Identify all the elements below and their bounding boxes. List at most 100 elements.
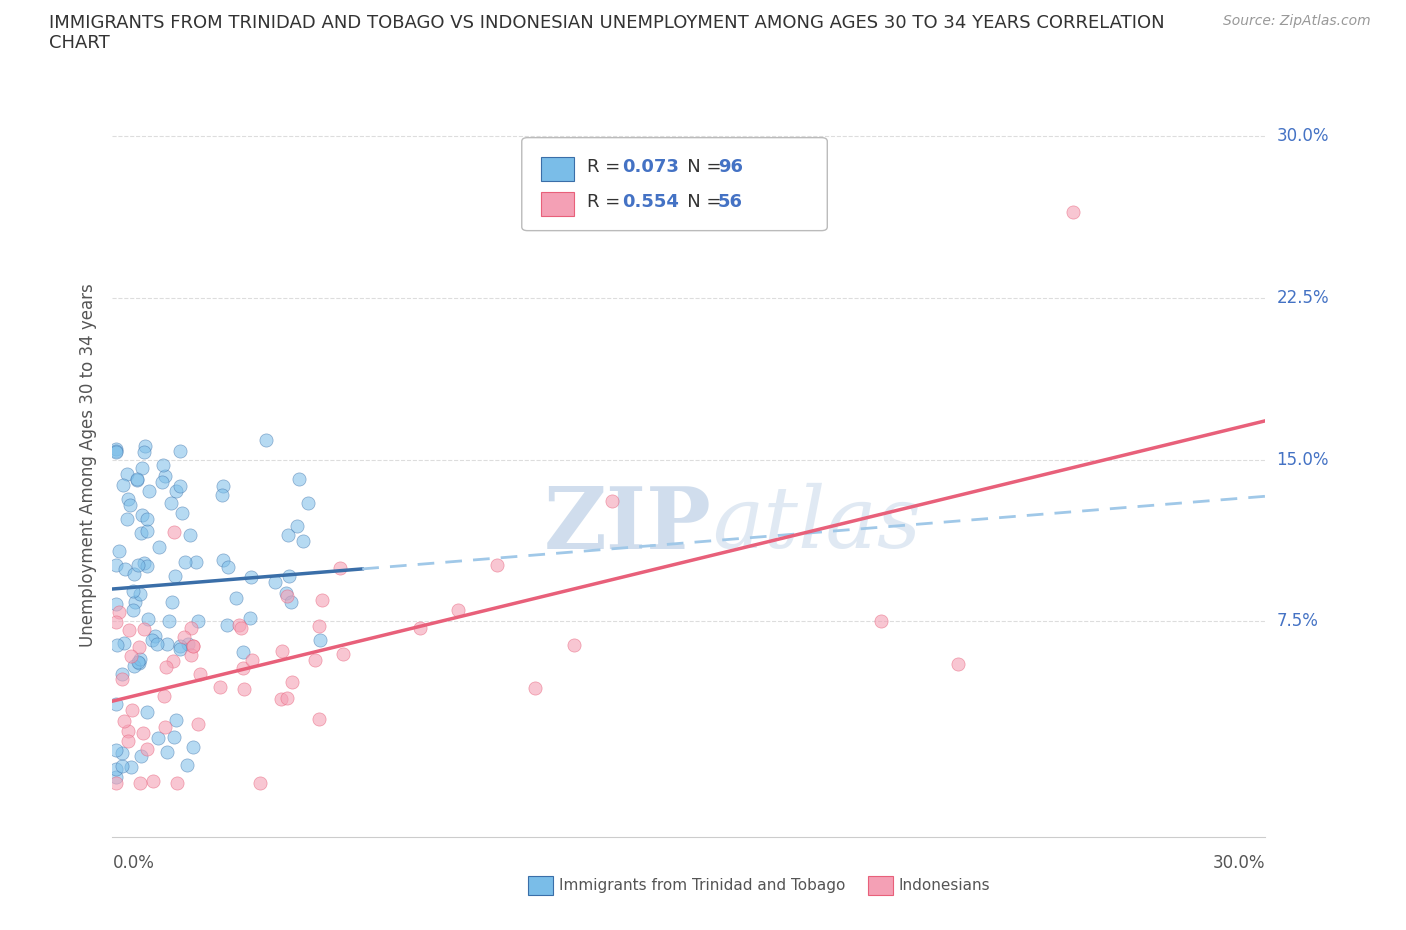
- Point: [105, 743, 128, 758]
- Point: [172, 506, 194, 521]
- Point: [285, 519, 308, 534]
- Point: [134, 439, 156, 454]
- Point: [239, 569, 262, 584]
- Point: [141, 633, 163, 648]
- Point: [145, 637, 167, 652]
- Point: [114, 562, 136, 577]
- Point: [131, 749, 153, 764]
- Point: [122, 658, 145, 673]
- Point: [156, 636, 179, 651]
- Text: R =: R =: [588, 193, 627, 211]
- Point: [163, 525, 186, 539]
- Point: [136, 612, 159, 627]
- Text: 96: 96: [718, 158, 742, 177]
- Point: [173, 630, 195, 644]
- FancyBboxPatch shape: [868, 876, 893, 895]
- Point: [128, 656, 150, 671]
- Point: [166, 776, 188, 790]
- Point: [111, 759, 134, 774]
- Point: [135, 704, 157, 719]
- Point: [217, 618, 239, 632]
- Point: [153, 468, 176, 483]
- Point: [156, 745, 179, 760]
- Point: [180, 647, 202, 662]
- Point: [153, 688, 176, 703]
- Point: [232, 644, 254, 659]
- Point: [249, 776, 271, 790]
- Point: [127, 558, 149, 573]
- Point: [524, 681, 547, 696]
- Point: [132, 445, 155, 460]
- Text: N =: N =: [671, 193, 728, 211]
- Point: [143, 629, 166, 644]
- Text: CHART: CHART: [49, 34, 110, 52]
- Point: [127, 472, 149, 486]
- Point: [291, 533, 314, 548]
- Point: [308, 632, 330, 647]
- Point: [447, 603, 470, 618]
- Point: [239, 611, 262, 626]
- FancyBboxPatch shape: [541, 192, 574, 216]
- Point: [304, 653, 326, 668]
- Point: [117, 512, 139, 526]
- Point: [187, 716, 209, 731]
- Text: 0.073: 0.073: [621, 158, 679, 177]
- Point: [870, 614, 893, 629]
- Text: ZIP: ZIP: [544, 483, 711, 566]
- Point: [276, 586, 298, 601]
- Point: [276, 690, 298, 705]
- Point: [409, 620, 432, 635]
- Point: [105, 697, 128, 711]
- Point: [128, 639, 150, 654]
- Point: [225, 591, 247, 605]
- Point: [115, 467, 138, 482]
- Point: [181, 639, 204, 654]
- Point: [176, 758, 198, 773]
- Point: [112, 713, 135, 728]
- Point: [138, 484, 160, 498]
- Point: [162, 654, 184, 669]
- Text: 56: 56: [718, 193, 742, 211]
- Point: [166, 484, 188, 498]
- Point: [120, 649, 142, 664]
- Point: [153, 720, 176, 735]
- Point: [1062, 205, 1084, 219]
- Point: [181, 739, 204, 754]
- Point: [264, 575, 287, 590]
- Text: Indonesians: Indonesians: [898, 878, 990, 893]
- Point: [308, 711, 330, 726]
- Point: [120, 760, 142, 775]
- Point: [117, 724, 139, 738]
- Point: [180, 620, 202, 635]
- Point: [112, 478, 135, 493]
- Point: [169, 642, 191, 657]
- Point: [485, 558, 508, 573]
- Point: [118, 498, 141, 512]
- Text: 0.0%: 0.0%: [112, 855, 155, 872]
- FancyBboxPatch shape: [527, 876, 553, 895]
- Point: [105, 596, 128, 611]
- Point: [211, 487, 233, 502]
- Point: [181, 639, 204, 654]
- Point: [212, 552, 235, 567]
- Text: R =: R =: [588, 158, 627, 177]
- Point: [129, 651, 152, 666]
- Text: 30.0%: 30.0%: [1277, 127, 1329, 145]
- Point: [105, 615, 128, 630]
- Text: atlas: atlas: [711, 484, 921, 565]
- Point: [232, 682, 254, 697]
- Point: [135, 512, 157, 526]
- Point: [155, 659, 177, 674]
- Point: [277, 527, 299, 542]
- Point: [111, 745, 134, 760]
- Point: [135, 559, 157, 574]
- Point: [288, 472, 311, 487]
- Point: [163, 568, 186, 583]
- Point: [165, 712, 187, 727]
- Text: 0.554: 0.554: [621, 193, 679, 211]
- Point: [332, 646, 354, 661]
- FancyBboxPatch shape: [541, 157, 574, 180]
- Point: [121, 702, 143, 717]
- Point: [277, 568, 299, 583]
- Text: 7.5%: 7.5%: [1277, 612, 1319, 631]
